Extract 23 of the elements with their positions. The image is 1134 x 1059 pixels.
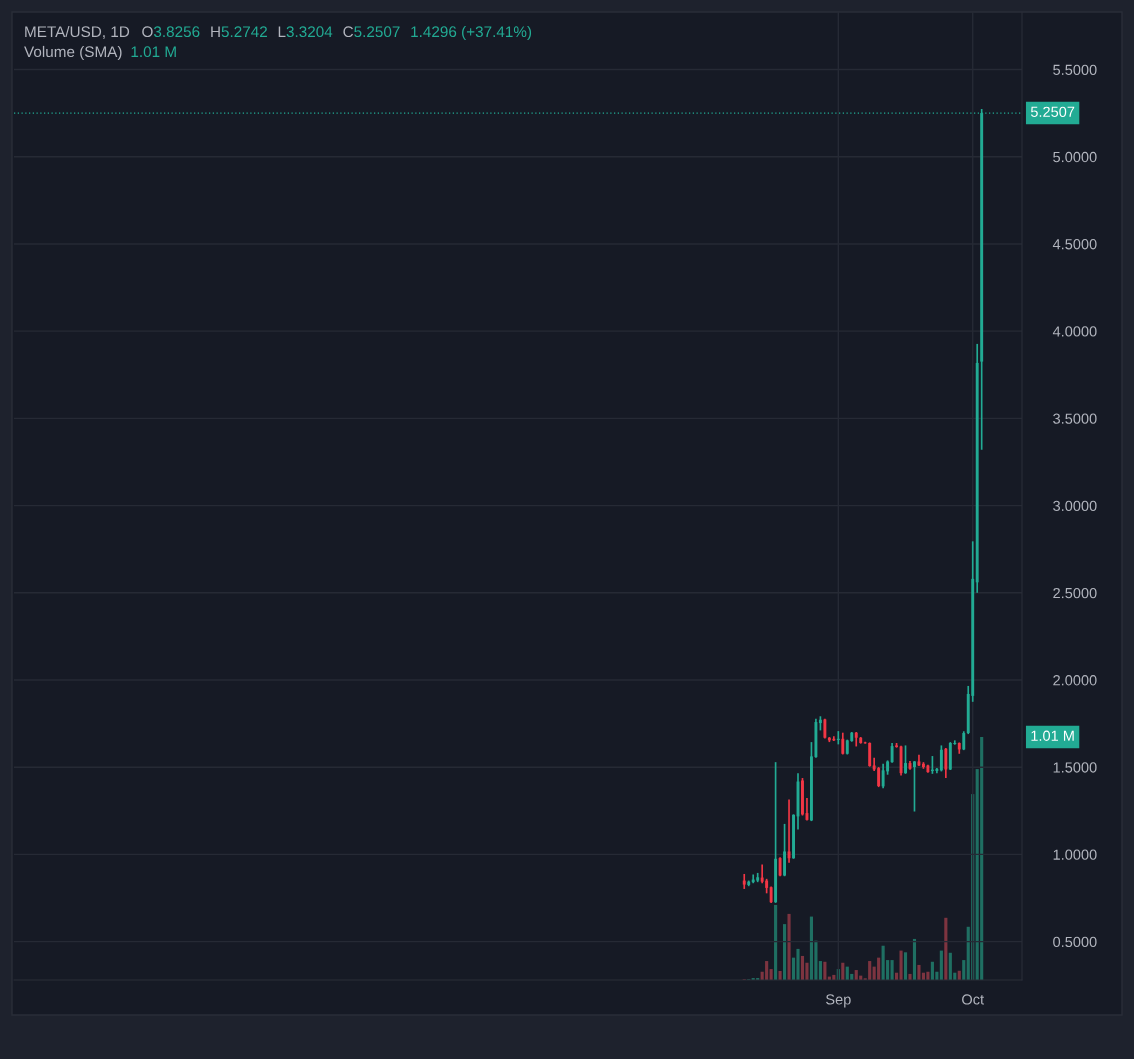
x-tick-label: Oct xyxy=(962,994,984,1005)
annotation: H5.2742 xyxy=(211,26,267,38)
y-tick-label: 0.5000 xyxy=(1053,936,1097,948)
ref-line-label: 5.2507 xyxy=(1030,106,1075,117)
x-tick-label: Sep xyxy=(826,994,851,1008)
text: META/USD, 1D xyxy=(25,25,130,39)
annotation: L3.3204 xyxy=(278,26,333,38)
annotation: Volume (SMA) xyxy=(24,45,122,61)
y-tick-label: 5.5000 xyxy=(1053,64,1097,75)
y-tick-label: 5.0000 xyxy=(1053,151,1097,163)
annotation: 1.4296 (+37.41%) xyxy=(411,25,532,41)
y-tick-label: 2.5000 xyxy=(1053,587,1097,599)
y-tick-label: 1.5000 xyxy=(1053,762,1097,773)
annotation: O3.8256 xyxy=(142,26,200,38)
y-tick-label: 2.0000 xyxy=(1053,675,1097,686)
y-tick-label: 4.0000 xyxy=(1052,326,1097,337)
y-tick-label: 1.0000 xyxy=(1053,849,1097,860)
annotation: C5.2507 xyxy=(343,26,400,38)
text: 1.01 M xyxy=(1031,730,1074,741)
annotation: 1.01 M xyxy=(131,46,176,58)
y-tick-label: 4.5000 xyxy=(1052,239,1097,250)
y-tick-label: 3.0000 xyxy=(1053,500,1097,512)
y-tick-label: 3.5000 xyxy=(1053,413,1097,424)
